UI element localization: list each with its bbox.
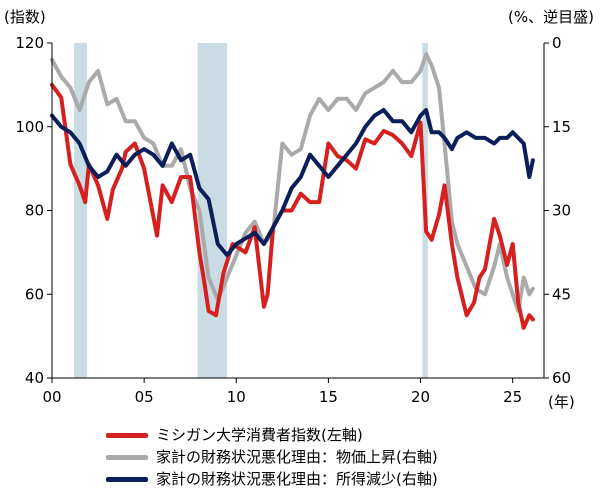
left-axis-label: (指数) xyxy=(4,8,46,26)
series-line-1 xyxy=(50,52,535,313)
legend-swatch-income-drop xyxy=(106,476,148,482)
series-line-0 xyxy=(50,82,535,330)
left-tick-label-0: 40 xyxy=(25,369,44,387)
x-tick-label-4: 20 xyxy=(411,388,430,406)
legend: ミシガン大学消費者指数(左軸) 家計の財務状況悪化理由：物価上昇(右軸) 家計の… xyxy=(106,424,438,490)
legend-entry-price-rise: 家計の財務状況悪化理由：物価上昇(右軸) xyxy=(106,446,438,468)
series-lines xyxy=(50,52,535,330)
legend-label-michigan: ミシガン大学消費者指数(左軸) xyxy=(156,426,363,444)
x-tick-label-3: 15 xyxy=(319,388,338,406)
left-tick-label-1: 60 xyxy=(25,285,44,303)
right-tick-label-0: 60 xyxy=(552,369,571,387)
x-tick-label-1: 05 xyxy=(135,388,154,406)
left-tick-label-2: 80 xyxy=(25,202,44,220)
legend-label-income-drop: 家計の財務状況悪化理由：所得減少(右軸) xyxy=(156,470,438,488)
right-tick-label-4: 0 xyxy=(552,34,562,52)
left-tick-label-3: 100 xyxy=(15,118,44,136)
x-tick-label-0: 00 xyxy=(42,388,61,406)
legend-entry-michigan: ミシガン大学消費者指数(左軸) xyxy=(106,424,438,446)
recession-bands xyxy=(74,43,428,378)
left-tick-label-4: 120 xyxy=(15,34,44,52)
right-axis-label: (%、逆目盛) xyxy=(508,8,594,26)
legend-swatch-michigan xyxy=(106,432,148,438)
legend-entry-income-drop: 家計の財務状況悪化理由：所得減少(右軸) xyxy=(106,468,438,490)
right-tick-label-1: 45 xyxy=(552,285,571,303)
recession-band-0 xyxy=(74,43,88,378)
series-line-2 xyxy=(50,108,535,258)
x-tick-label-2: 10 xyxy=(227,388,246,406)
x-tick-label-5: 25 xyxy=(503,388,522,406)
legend-swatch-price-rise xyxy=(106,454,148,460)
right-tick-label-2: 30 xyxy=(552,202,571,220)
x-axis-label: (年) xyxy=(548,393,575,411)
right-tick-label-3: 15 xyxy=(552,118,571,136)
legend-label-price-rise: 家計の財務状況悪化理由：物価上昇(右軸) xyxy=(156,448,438,466)
